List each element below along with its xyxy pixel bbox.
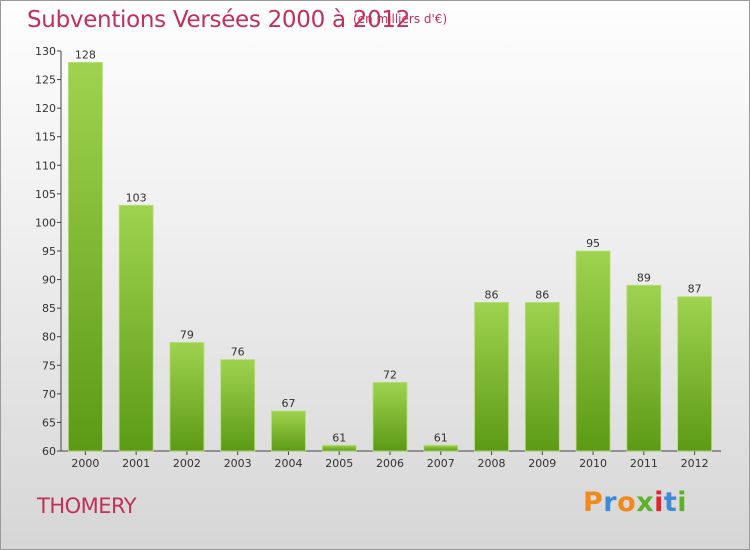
bar-value-label: 61 <box>332 431 346 444</box>
y-axis: 60 65 70 75 80 85 90 95 100 105 110 115 120 125 130 <box>35 45 62 458</box>
bar-2011 <box>626 284 662 452</box>
x-tick-label: 2008 <box>478 457 506 470</box>
logo-letter: r <box>603 487 618 518</box>
logo-letter: t <box>663 487 678 518</box>
bar-value-label: 79 <box>180 328 194 341</box>
bar-2007 <box>423 444 459 452</box>
city-name: THOMERY <box>37 494 137 518</box>
y-tick-label: 80 <box>42 331 56 344</box>
logo-letter: i <box>677 487 688 518</box>
y-tick-label: 75 <box>42 359 56 372</box>
bar-2001 <box>118 204 154 452</box>
y-tick-label: 110 <box>35 159 56 172</box>
y-tick-label: 105 <box>35 188 56 201</box>
bar-2005 <box>321 444 357 452</box>
x-axis: 2000 2001 2002 2003 2004 2005 2006 2007 2008 2009… <box>61 450 721 470</box>
chart-title: Subventions Versées 2000 à 2012 <box>27 7 411 33</box>
x-tick-label: 2000 <box>71 457 99 470</box>
proxiti-logo[interactable]: Proxiti <box>583 487 687 518</box>
bar-value-label: 89 <box>637 271 651 284</box>
y-tick-label: 70 <box>42 388 56 401</box>
bar-value-label: 61 <box>434 431 448 444</box>
bar-2000 <box>67 62 103 452</box>
x-tick-label: 2006 <box>376 457 404 470</box>
bar-2010 <box>575 250 611 452</box>
bar-value-label: 76 <box>231 346 245 359</box>
y-tick-label: 85 <box>42 302 56 315</box>
y-tick-label: 115 <box>35 131 56 144</box>
bars <box>67 62 713 452</box>
y-tick-label: 125 <box>35 74 56 87</box>
logo-letter: i <box>654 487 664 518</box>
bar-value-label: 128 <box>75 48 96 61</box>
x-tick-label: 2002 <box>173 457 201 470</box>
x-tick-label: 2001 <box>122 457 150 470</box>
bar-2002 <box>169 342 205 452</box>
x-tick-label: 2009 <box>528 457 556 470</box>
bar-2004 <box>271 410 306 452</box>
logo-letter: P <box>583 487 604 518</box>
x-tick-label: 2010 <box>579 457 607 470</box>
x-tick-label: 2005 <box>325 457 353 470</box>
bar-value-label: 67 <box>281 397 295 410</box>
x-tick-label: 2012 <box>681 457 709 470</box>
y-tick-label: 100 <box>35 216 56 229</box>
bar-2006 <box>372 382 408 452</box>
data-labels: 128 103 79 76 67 61 72 61 86 86 95 89 87 <box>75 48 702 444</box>
logo-letter: x <box>636 487 655 518</box>
bar-2009 <box>524 302 560 452</box>
y-tick-label: 60 <box>42 445 56 458</box>
bar-value-label: 72 <box>383 368 397 381</box>
logo-letter: o <box>617 487 637 518</box>
bar-value-label: 87 <box>688 283 702 296</box>
y-tick-label: 120 <box>35 102 56 115</box>
x-tick-label: 2004 <box>274 457 302 470</box>
bar-value-label: 103 <box>126 191 147 204</box>
y-tick-label: 130 <box>35 45 56 58</box>
bar-2008 <box>474 302 509 452</box>
bar-2012 <box>677 296 713 452</box>
bar-value-label: 86 <box>535 288 549 301</box>
y-tick-label: 95 <box>42 245 56 258</box>
bar-value-label: 86 <box>485 288 499 301</box>
y-tick-label: 65 <box>42 416 56 429</box>
y-tick-label: 90 <box>42 274 56 287</box>
bar-2003 <box>220 359 256 452</box>
x-tick-label: 2011 <box>630 457 658 470</box>
bar-value-label: 95 <box>586 237 600 250</box>
chart-subtitle: (en milliers d'€) <box>353 12 448 26</box>
x-tick-label: 2007 <box>427 457 455 470</box>
x-tick-label: 2003 <box>224 457 252 470</box>
